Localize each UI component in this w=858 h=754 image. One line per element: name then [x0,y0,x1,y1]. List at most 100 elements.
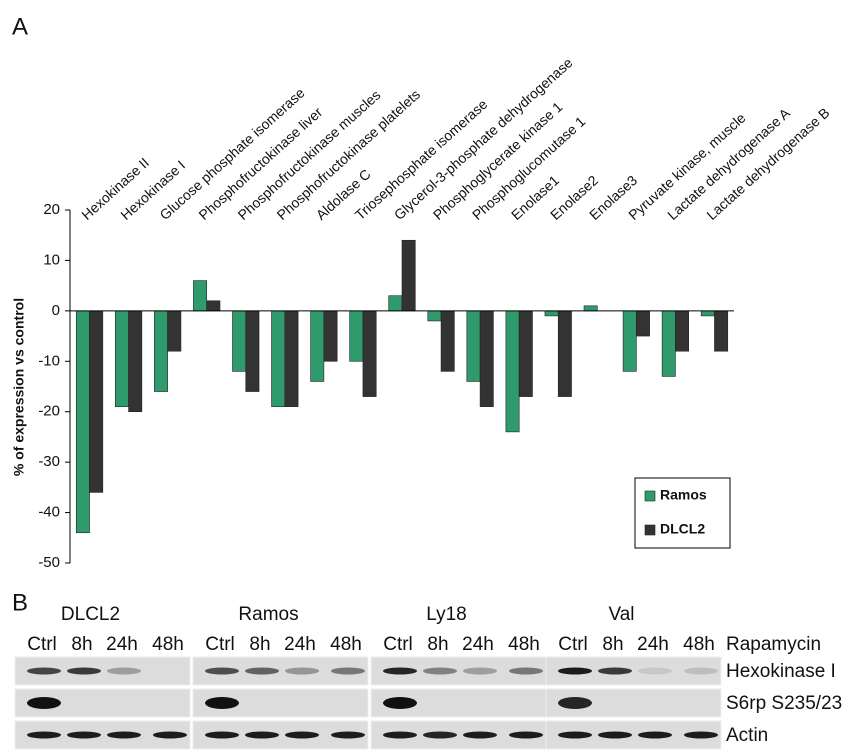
y-tick-label: -10 [38,352,60,369]
bar [662,311,675,377]
bar [506,311,519,432]
lane-label: 8h [427,634,448,655]
bar [428,311,441,321]
blot-band [285,732,319,739]
cell-line: Ramos [238,604,298,625]
blot-band [107,732,141,739]
blot-band [509,732,543,739]
bar [76,311,89,533]
blot-band [509,668,543,675]
lane-label: Ctrl [27,634,57,655]
blot-band [27,668,61,675]
bar [115,311,128,407]
blot-band [205,697,239,709]
bar [701,311,714,316]
blot-band [245,732,279,739]
blot-band [598,668,632,675]
blot-band [638,732,672,739]
cell-line: Ly18 [426,604,467,625]
bar [623,311,636,372]
bar [193,281,206,311]
bar [636,311,649,336]
blot-band [684,668,718,675]
bar [350,311,363,361]
y-tick-label: -20 [38,403,60,420]
lane-label: Ctrl [558,634,588,655]
blot-band [463,732,497,739]
blot-band [558,668,592,675]
panel-label: B [12,589,28,616]
y-tick-label: -50 [38,554,60,571]
lane-label: 48h [683,634,715,655]
blot-band [331,732,365,739]
bar [272,311,285,407]
lane-label: 48h [152,634,184,655]
blot-band [558,697,592,709]
cell-line: DLCL2 [61,604,120,625]
blot-band [423,732,457,739]
row-label: Actin [726,725,768,746]
blot-band [205,668,239,675]
blot-band [245,668,279,675]
y-tick-label: 0 [52,302,60,319]
blot-band [67,668,101,675]
blot-band [285,668,319,675]
blot-band [205,732,239,739]
bar [246,311,259,392]
bar [90,311,103,493]
blot-band [107,668,141,675]
lane-label: 48h [330,634,362,655]
bar [389,296,402,311]
bar [311,311,324,382]
y-axis-title: % of expression vs control [11,298,27,476]
bar [675,311,688,351]
blot-band [331,668,365,675]
row-label: S6rp S235/23 [726,693,842,714]
bar [714,311,727,351]
blot-band [383,668,417,675]
lane-label: 48h [508,634,540,655]
legend-label: Ramos [660,487,707,503]
legend-swatch [645,491,655,501]
blot-band [558,732,592,739]
bar [129,311,142,412]
lane-label: 8h [249,634,270,655]
cell-line: Val [608,604,634,625]
row-label: Hexokinase I [726,661,836,682]
bar [558,311,571,397]
bar [232,311,245,372]
y-tick-label: 10 [43,251,60,268]
bar [441,311,454,372]
y-tick-label: -40 [38,504,60,521]
bar [168,311,181,351]
blot-band [27,732,61,739]
lane-label: Ctrl [383,634,413,655]
panel-label: A [12,13,28,40]
blot-band [638,668,672,675]
bar [467,311,480,382]
lane-label: 8h [71,634,92,655]
bar [545,311,558,316]
y-tick-label: 20 [43,201,60,218]
bar [584,306,597,311]
bar [324,311,337,361]
bar [402,240,415,311]
bar [207,301,220,311]
legend-label: DLCL2 [660,521,705,537]
bar [154,311,167,392]
blot-band [383,697,417,709]
bar [285,311,298,407]
lane-label: Ctrl [205,634,235,655]
figure: A % of expression vs control B 20 10 0 -10 -… [0,0,858,754]
y-tick-label: -30 [38,453,60,470]
lane-label: 24h [462,634,494,655]
lane-label: 24h [106,634,138,655]
lane-label: 24h [284,634,316,655]
blot-band [383,732,417,739]
bar [363,311,376,397]
bar [519,311,532,397]
blot-band [153,732,187,739]
lane-label: 24h [637,634,669,655]
blot-band [598,732,632,739]
blot-band [67,732,101,739]
